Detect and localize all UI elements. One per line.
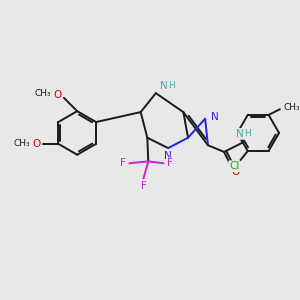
Text: CH₃: CH₃ xyxy=(35,88,51,98)
Text: N: N xyxy=(236,129,244,139)
Text: H: H xyxy=(244,129,251,138)
Text: H: H xyxy=(168,81,174,90)
Text: CH₃: CH₃ xyxy=(14,139,31,148)
Text: Cl: Cl xyxy=(229,161,240,171)
Text: N: N xyxy=(211,112,218,122)
Text: N: N xyxy=(164,151,172,161)
Text: O: O xyxy=(53,90,61,100)
Text: O: O xyxy=(231,167,240,177)
Text: F: F xyxy=(167,158,173,168)
Text: N: N xyxy=(160,81,167,91)
Text: F: F xyxy=(141,181,146,191)
Text: F: F xyxy=(120,158,126,168)
Text: CH₃: CH₃ xyxy=(284,103,300,112)
Text: O: O xyxy=(32,139,41,149)
